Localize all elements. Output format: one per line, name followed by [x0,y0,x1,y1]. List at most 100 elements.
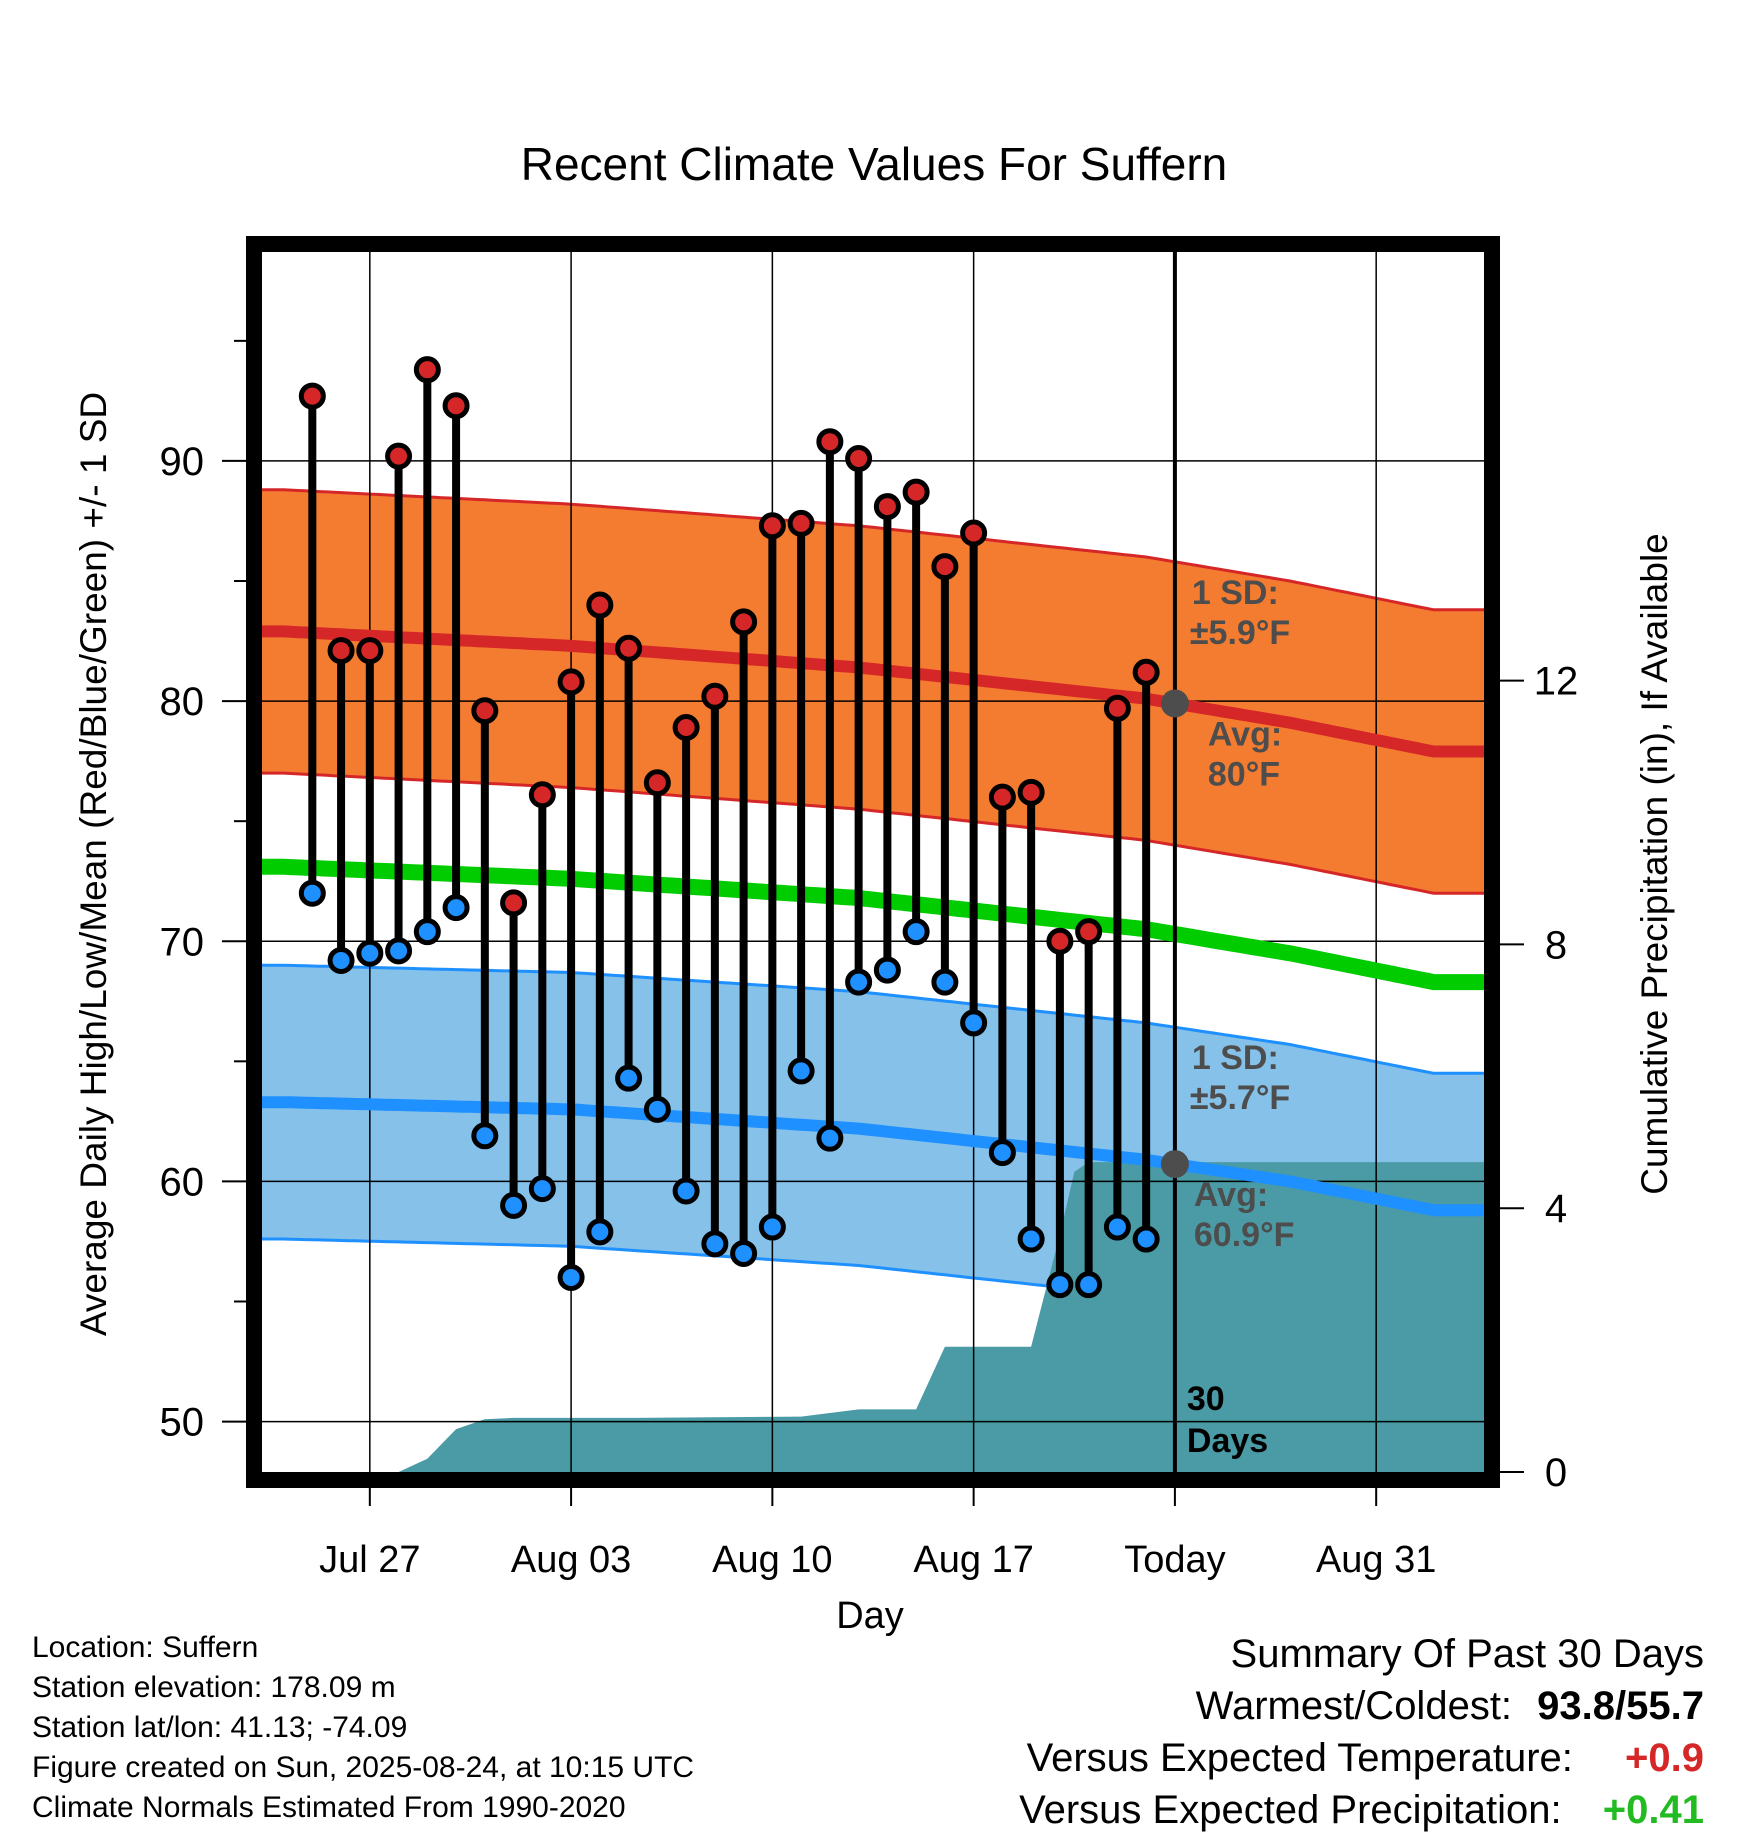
daily-low-point [701,1230,729,1258]
avg-mean-line [262,858,1484,991]
daily-low-point [730,1239,758,1267]
daily-low-point [413,918,441,946]
daily-high-point [471,697,499,725]
period-days-number: 30 [1187,1380,1225,1418]
daily-high-point [356,637,384,665]
daily-high-point [730,608,758,636]
low-sd-label: 1 SD: [1192,1039,1279,1077]
y-right-tick-label: 12 [1534,660,1579,704]
high-sd-upper-line [262,488,1484,612]
summary-precip: Versus Expected Precipitation: +0.41 [1019,1784,1704,1836]
daily-low-point [931,968,959,996]
daily-low-point [385,937,413,965]
daily-low-point [873,956,901,984]
daily-low-point [1103,1213,1131,1241]
daily-high-point [528,781,556,809]
daily-high-point [672,714,700,742]
elevation-text: Station elevation: 178.09 m [32,1671,396,1704]
x-tick-label: Aug 10 [712,1539,832,1581]
y-right-tick-label: 8 [1545,923,1567,967]
temp-value: +0.9 [1625,1736,1704,1780]
y-left-tick-label: 70 [160,920,205,964]
low-sd-value: ±5.7°F [1190,1079,1290,1117]
high-sd-band [262,489,1484,894]
daily-low-point [528,1175,556,1203]
plot-frame [246,236,1500,1488]
plot-content [262,252,1484,1472]
daily-low-point [356,939,384,967]
avg-low-line [262,1096,1484,1217]
daily-high-point [413,356,441,384]
daily-high-point [643,769,671,797]
daily-low-point [902,918,930,946]
warm-cold-label: Warmest/Coldest: [1195,1684,1513,1728]
normals-period-text: Climate Normals Estimated From 1990-2020 [32,1791,626,1824]
daily-low-point [1046,1271,1074,1299]
daily-high-point [442,392,470,420]
precip-label: Versus Expected Precipitation: [1019,1788,1562,1832]
daily-low-point [845,968,873,996]
daily-low-point [960,1009,988,1037]
daily-low-point [787,1057,815,1085]
daily-high-point [615,634,643,662]
daily-low-point [557,1263,585,1291]
x-tick-label: Today [1124,1539,1225,1581]
y-left-tick-label: 60 [160,1160,205,1204]
daily-low-point [327,946,355,974]
daily-high-point [758,512,786,540]
daily-low-point [1132,1225,1160,1253]
x-tick-label: Aug 03 [511,1539,631,1581]
daily-high-point [557,668,585,696]
daily-high-point [586,591,614,619]
daily-high-point [1132,658,1160,686]
y-axis-left-title: Average Daily High/Low/Mean (Red/Blue/Gr… [73,392,114,1336]
summary-panel: Summary Of Past 30 Days Warmest/Coldest:… [1019,1628,1704,1836]
daily-high-point [298,382,326,410]
period-days-unit: Days [1187,1422,1268,1460]
y-left-tick-label: 80 [160,680,205,724]
daily-high-point [988,783,1016,811]
x-tick-label: Jul 27 [319,1539,420,1581]
daily-low-point [615,1064,643,1092]
summary-title: Summary Of Past 30 Days [1230,1632,1704,1676]
precipitation-area [283,1162,1484,1472]
daily-low-point [586,1218,614,1246]
temp-label: Versus Expected Temperature: [1026,1736,1573,1780]
daily-low-point [298,879,326,907]
y-right-tick-label: 0 [1545,1451,1567,1495]
daily-high-point [701,682,729,710]
warm-cold-value: 93.8/55.7 [1537,1684,1704,1728]
daily-high-point [845,445,873,473]
daily-low-point [672,1177,700,1205]
daily-high-point [327,637,355,665]
chart-title: Recent Climate Values For Suffern [521,138,1228,190]
station-info: Location: Suffern Station elevation: 178… [32,1628,694,1828]
high-sd-label: 1 SD: [1192,574,1279,612]
y-axis-right-title: Cumulative Precipitation (in), If Availa… [1634,533,1675,1195]
low-avg-value: 60.9°F [1194,1216,1295,1254]
daily-high-point [500,889,528,917]
avg-high-line [262,625,1484,758]
high-sd-lower-line [262,771,1484,895]
y-right-tick-label: 4 [1545,1187,1567,1231]
low-avg-label: Avg: [1194,1176,1268,1214]
x-axis-title: Day [836,1595,904,1637]
daily-high-point [385,442,413,470]
high-avg-value: 80°F [1208,755,1280,793]
daily-high-point [1103,694,1131,722]
daily-high-point [1017,778,1045,806]
low-sd-upper-line [262,963,1484,1075]
daily-low-point [758,1213,786,1241]
summary-temp: Versus Expected Temperature: +0.9 [1019,1732,1704,1784]
daily-high-point [960,519,988,547]
created-text: Figure created on Sun, 2025-08-24, at 10… [32,1751,695,1784]
location-text: Location: Suffern [32,1631,259,1664]
x-tick-label: Aug 17 [913,1539,1033,1581]
daily-high-point [1046,927,1074,955]
latlon-text: Station lat/lon: 41.13; -74.09 [32,1711,408,1744]
summary-warm-cold: Warmest/Coldest: 93.8/55.7 [1019,1680,1704,1732]
daily-low-point [471,1122,499,1150]
today-avg-low-marker [1160,1150,1189,1179]
